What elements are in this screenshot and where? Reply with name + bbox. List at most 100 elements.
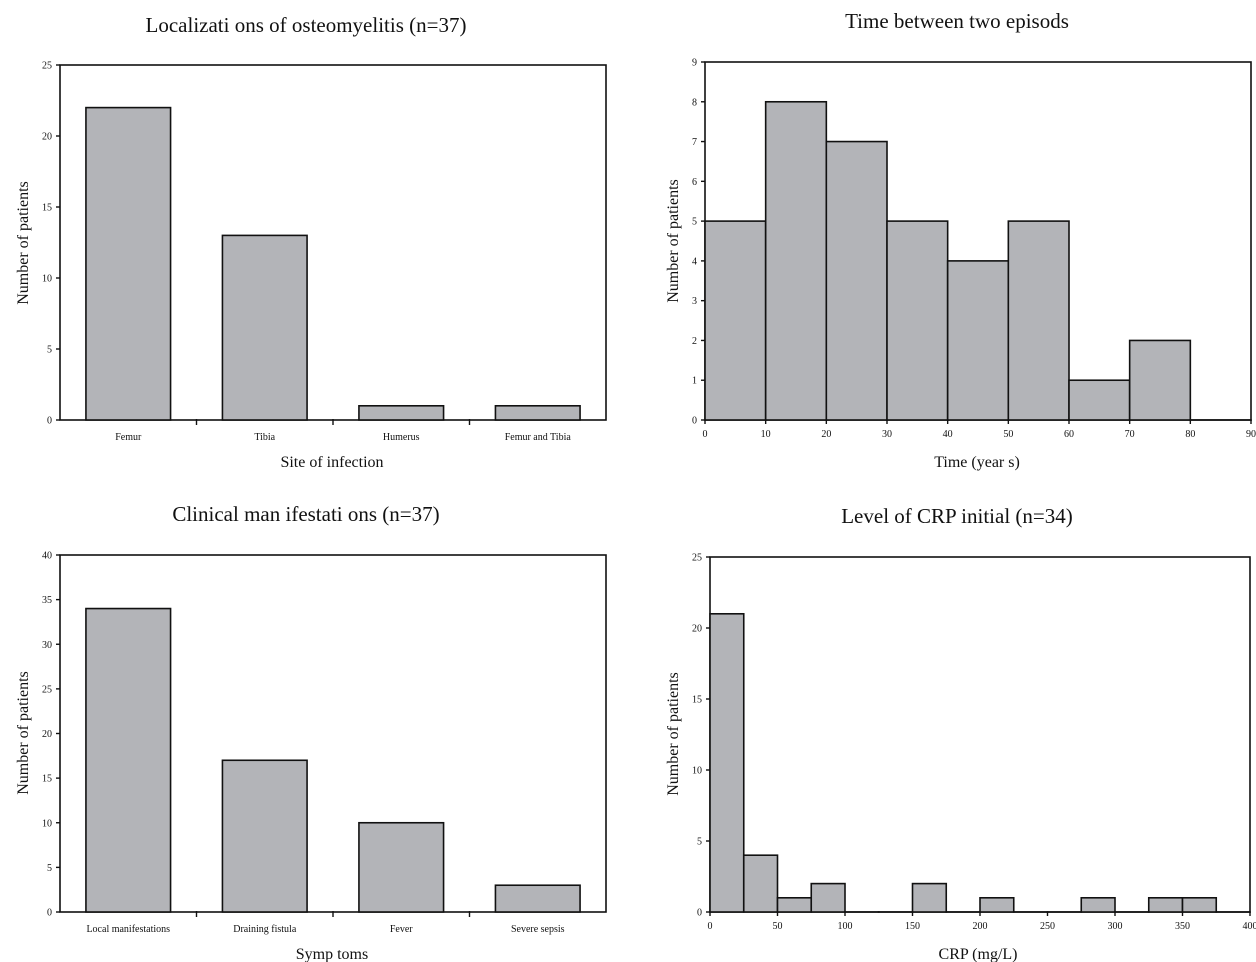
bar <box>85 106 172 421</box>
y-tick-label: 0 <box>692 416 697 427</box>
bar <box>221 234 308 421</box>
chart-clinical-manifestations: Clinical man ifestati ons (n=37) Symp to… <box>15 502 607 962</box>
chart-time-between-episodes: Time between two episods Time (year s) N… <box>665 9 1256 471</box>
chart-crp-level: Level of CRP initial (n=34) CRP (mg/L) N… <box>665 504 1256 962</box>
chart-localizations: Localizati ons of osteomyelitis (n=37) S… <box>15 13 607 471</box>
bar <box>946 260 1010 421</box>
x-tick-label: Fever <box>390 924 413 935</box>
bar <box>1181 896 1218 913</box>
bar <box>742 854 779 913</box>
x-tick-label: Femur and Tibia <box>505 432 572 443</box>
x-tick-label: Draining fistula <box>233 924 297 935</box>
x-tick-label: 40 <box>943 429 953 440</box>
x-tick-label: 30 <box>882 429 892 440</box>
bar <box>494 404 581 421</box>
bar <box>709 612 745 913</box>
x-tick-label: 100 <box>838 921 853 932</box>
x-tick-label: 90 <box>1246 429 1256 440</box>
y-tick-label: 1 <box>692 376 697 387</box>
x-tick-label: 20 <box>821 429 831 440</box>
chart-title: Level of CRP initial (n=34) <box>841 504 1073 528</box>
bar <box>764 100 828 421</box>
bar <box>1080 896 1116 913</box>
x-tick-label: Severe sepsis <box>511 924 565 935</box>
y-tick-label: 20 <box>42 132 52 143</box>
x-tick-label: 150 <box>905 921 920 932</box>
x-tick-label: Humerus <box>383 432 420 443</box>
y-tick-label: 10 <box>42 274 52 285</box>
x-tick-label: 250 <box>1040 921 1055 932</box>
bar <box>1128 339 1192 421</box>
y-axis-label: Number of patients <box>665 179 682 303</box>
bar <box>979 896 1015 913</box>
x-tick-label: 0 <box>708 921 713 932</box>
y-tick-label: 9 <box>692 58 697 69</box>
x-tick-label: 400 <box>1243 921 1256 932</box>
y-tick-label: 30 <box>42 640 52 651</box>
y-tick-label: 25 <box>692 553 702 564</box>
bar <box>776 896 813 913</box>
bar <box>886 220 949 421</box>
chart-title: Clinical man ifestati ons (n=37) <box>172 502 439 526</box>
bar <box>358 404 445 421</box>
bar <box>1068 379 1131 421</box>
y-tick-label: 25 <box>42 61 52 72</box>
y-tick-label: 5 <box>697 837 702 848</box>
x-tick-label: 70 <box>1125 429 1135 440</box>
x-tick-label: 60 <box>1064 429 1074 440</box>
x-tick-label: Femur <box>115 432 142 443</box>
x-axis-label: Symp toms <box>296 946 368 962</box>
x-axis-label: Site of infection <box>280 454 383 471</box>
y-axis-label: Number of patients <box>15 181 32 305</box>
y-tick-label: 10 <box>692 766 702 777</box>
plot-frame <box>709 556 1251 913</box>
y-tick-label: 8 <box>692 97 697 108</box>
y-tick-label: 0 <box>697 908 702 919</box>
bar <box>221 759 308 913</box>
y-tick-label: 6 <box>692 177 697 188</box>
bar <box>911 882 948 913</box>
y-tick-label: 15 <box>692 695 702 706</box>
x-tick-label: 200 <box>973 921 988 932</box>
y-axis-label: Number of patients <box>15 671 32 795</box>
y-tick-label: 3 <box>692 296 697 307</box>
x-tick-label: 350 <box>1175 921 1190 932</box>
bar <box>1007 220 1070 421</box>
y-tick-label: 35 <box>42 595 52 606</box>
y-tick-label: 20 <box>692 624 702 635</box>
chart-title: Localizati ons of osteomyelitis (n=37) <box>146 13 467 37</box>
bar <box>358 821 445 913</box>
bar <box>810 882 846 913</box>
y-axis-label: Number of patients <box>665 672 682 796</box>
y-tick-label: 4 <box>692 256 697 267</box>
y-tick-label: 0 <box>47 908 52 919</box>
y-tick-label: 25 <box>42 684 52 695</box>
x-axis-label: Time (year s) <box>934 454 1020 471</box>
x-tick-label: Local manifestations <box>86 924 170 935</box>
x-tick-label: 50 <box>1003 429 1013 440</box>
y-tick-label: 7 <box>692 137 697 148</box>
y-tick-label: 20 <box>42 729 52 740</box>
y-tick-label: 15 <box>42 774 52 785</box>
y-tick-label: 5 <box>692 217 697 228</box>
bar <box>494 884 581 913</box>
x-tick-label: 10 <box>761 429 771 440</box>
x-axis-label: CRP (mg/L) <box>939 946 1018 962</box>
bar <box>825 140 888 421</box>
y-tick-label: 5 <box>47 345 52 356</box>
y-tick-label: 0 <box>47 416 52 427</box>
y-tick-label: 10 <box>42 818 52 829</box>
y-tick-label: 40 <box>42 551 52 562</box>
y-tick-label: 2 <box>692 336 697 347</box>
x-tick-label: 300 <box>1108 921 1123 932</box>
chart-title: Time between two episods <box>845 9 1069 33</box>
x-tick-label: Tibia <box>254 432 275 443</box>
x-tick-label: 80 <box>1185 429 1195 440</box>
bar <box>85 607 172 913</box>
bar <box>1147 896 1184 913</box>
y-tick-label: 5 <box>47 863 52 874</box>
bar <box>704 220 767 421</box>
x-tick-label: 50 <box>773 921 783 932</box>
x-tick-label: 0 <box>703 429 708 440</box>
